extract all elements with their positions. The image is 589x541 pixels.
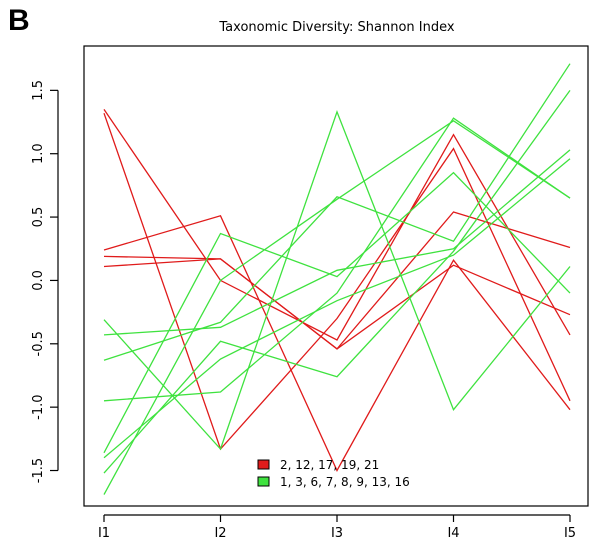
x-axis: I1 I2 I3 I4 I5 xyxy=(98,514,576,541)
legend-label: 2, 12, 17, 19, 21 xyxy=(280,458,379,472)
y-tick-label: 0.0 xyxy=(31,270,46,291)
series-line-green-12 xyxy=(103,120,571,495)
series-line-green-6 xyxy=(103,110,571,451)
series-line-green-13 xyxy=(103,158,571,459)
y-tick-label: -0.5 xyxy=(31,331,46,356)
legend: 2, 12, 17, 19, 21 1, 3, 6, 7, 8, 9, 13, 1… xyxy=(257,458,410,489)
series-layer xyxy=(103,63,571,495)
y-tick-label: -1.5 xyxy=(31,458,46,483)
series-line-red-4 xyxy=(103,211,571,350)
x-tick-label: I3 xyxy=(331,526,343,541)
series-line-red-1 xyxy=(103,109,571,341)
series-line-green-7 xyxy=(103,149,571,336)
plot-frame xyxy=(83,45,589,507)
y-axis: -1.5 -1.0 -0.5 0.0 0.5 1.0 1.5 xyxy=(31,80,59,483)
legend-swatch xyxy=(257,459,270,470)
x-tick-label: I4 xyxy=(447,526,459,541)
x-tick-label: I1 xyxy=(98,526,110,541)
panel-label: B xyxy=(8,4,30,37)
legend-swatch xyxy=(257,476,270,487)
series-line-green-10 xyxy=(103,171,571,454)
legend-label: 1, 3, 6, 7, 8, 9, 13, 16 xyxy=(280,475,410,489)
series-line-red-2 xyxy=(103,112,571,451)
series-line-green-8 xyxy=(103,63,571,361)
series-line-red-5 xyxy=(103,258,571,350)
series-line-green-11 xyxy=(103,90,571,474)
x-tick-label: I2 xyxy=(214,526,226,541)
y-tick-label: 0.5 xyxy=(31,207,46,228)
y-tick-label: -1.0 xyxy=(31,394,46,419)
series-line-green-9 xyxy=(103,117,571,402)
y-tick-label: 1.5 xyxy=(31,80,46,101)
y-tick-label: 1.0 xyxy=(31,143,46,164)
x-tick-label: I5 xyxy=(564,526,576,541)
series-line-red-3 xyxy=(103,215,571,472)
chart-title: Taxonomic Diversity: Shannon Index xyxy=(218,20,455,35)
